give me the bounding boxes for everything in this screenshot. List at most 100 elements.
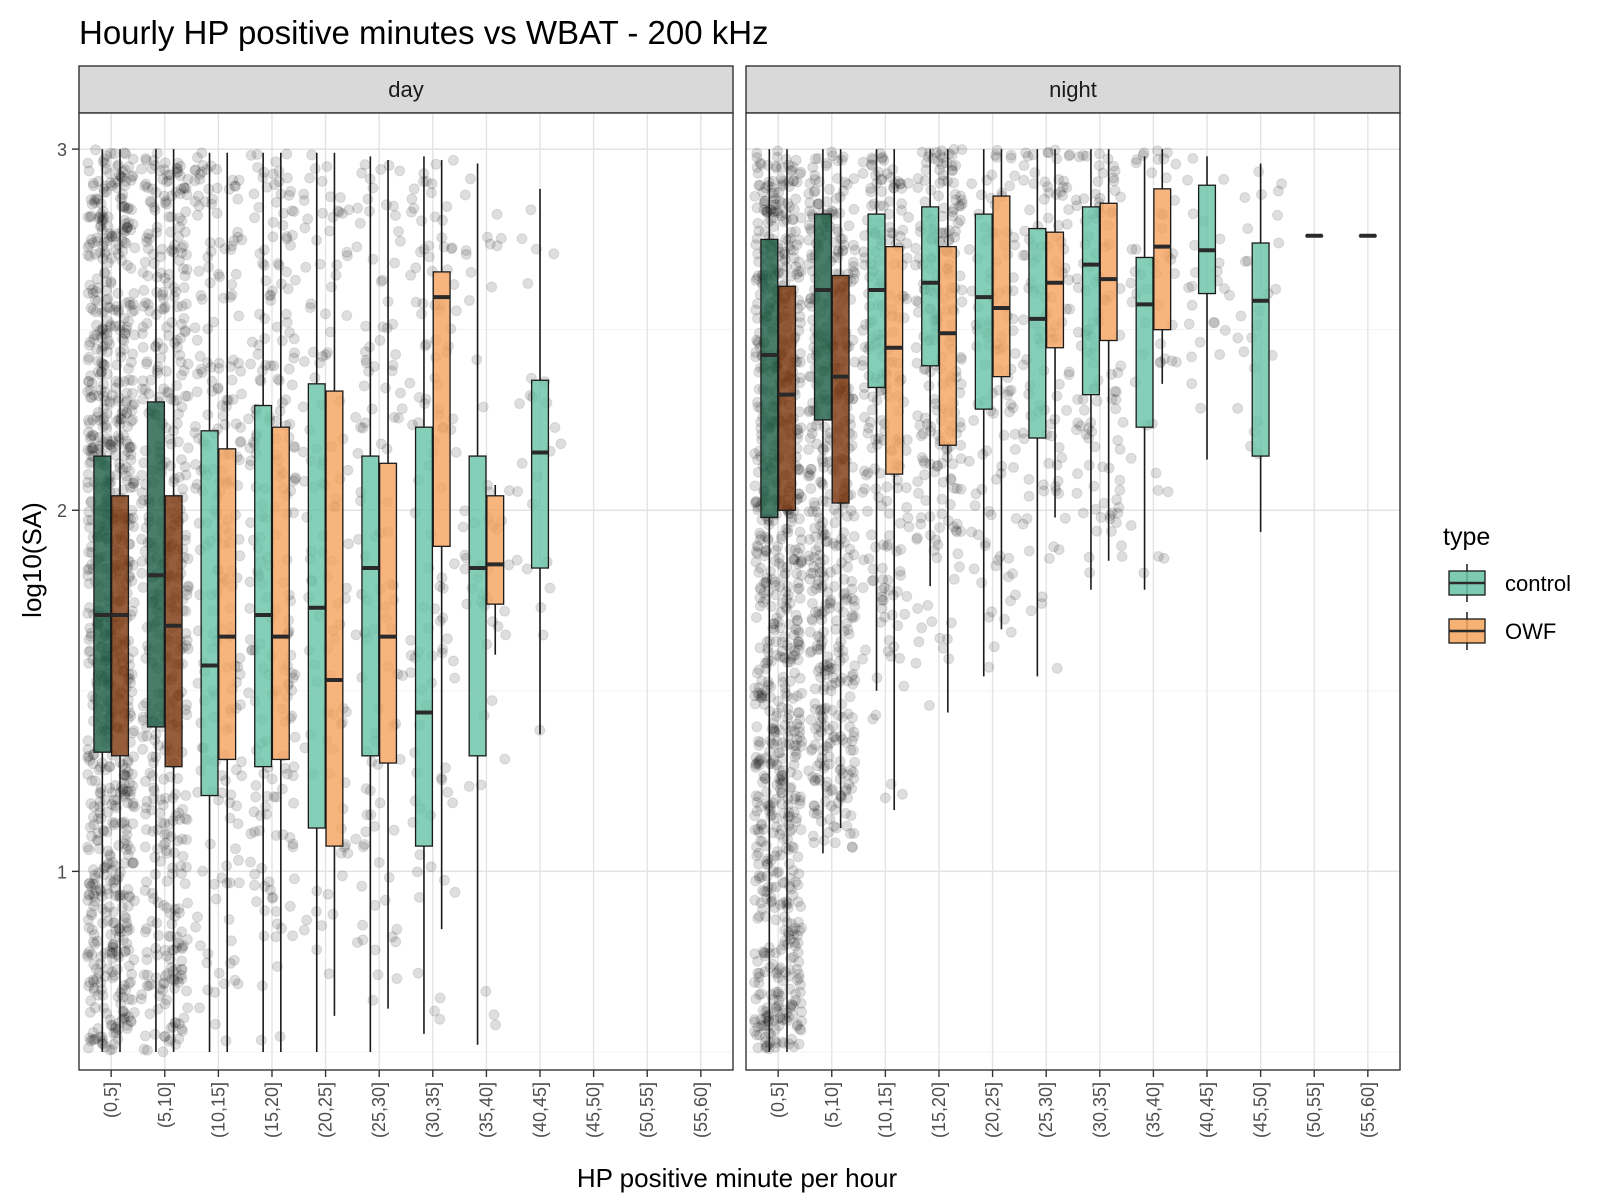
data-point <box>152 1003 164 1015</box>
data-point <box>124 465 136 477</box>
data-point <box>842 561 854 573</box>
data-point <box>369 899 381 911</box>
data-point <box>98 378 109 390</box>
data-point <box>297 401 309 413</box>
data-point <box>919 469 931 481</box>
data-point <box>766 655 777 667</box>
legend-entry-owf: OWF <box>1448 612 1556 650</box>
data-point <box>125 449 137 461</box>
data-point <box>121 387 133 399</box>
data-point <box>752 955 764 967</box>
data-point <box>175 860 187 872</box>
data-point <box>152 367 164 379</box>
data-point <box>129 242 141 254</box>
data-point <box>873 491 885 503</box>
data-point <box>887 227 899 239</box>
data-point <box>877 573 889 585</box>
data-point <box>113 890 125 902</box>
data-point <box>102 211 114 223</box>
data-point <box>1152 145 1164 157</box>
data-point <box>104 321 116 333</box>
data-point <box>772 972 784 984</box>
data-point <box>1098 497 1110 509</box>
data-point <box>1155 338 1166 350</box>
data-point <box>118 1005 129 1017</box>
data-point <box>811 808 823 820</box>
data-point <box>309 372 321 384</box>
data-point <box>166 317 178 328</box>
data-point <box>1094 148 1105 160</box>
data-point <box>412 967 424 979</box>
data-point <box>102 435 114 447</box>
data-point <box>123 217 135 228</box>
data-point <box>95 208 107 220</box>
data-point <box>779 631 790 643</box>
data-point <box>173 903 185 915</box>
data-point <box>1232 332 1244 344</box>
y-axis: 1 2 3 <box>57 140 79 882</box>
data-point <box>128 751 140 763</box>
data-point <box>836 698 848 710</box>
data-point <box>136 533 148 545</box>
data-point <box>1126 243 1138 255</box>
data-point <box>792 851 804 863</box>
data-point <box>209 1018 221 1030</box>
data-point <box>969 500 981 512</box>
data-point <box>791 769 803 781</box>
data-point <box>1061 404 1073 416</box>
x-tick-label: (25,30] <box>369 1082 389 1138</box>
data-point <box>486 281 498 293</box>
data-point <box>750 612 762 623</box>
data-point <box>108 794 120 806</box>
data-point <box>919 412 931 424</box>
data-point <box>127 218 139 230</box>
data-point <box>1125 452 1137 464</box>
x-tick-label: (45,50] <box>584 1082 604 1138</box>
data-point <box>246 336 258 348</box>
data-point <box>86 907 98 919</box>
x-axis-night: (0,5] (5,10] (10,15] (15,20] (20,25] (25,30] (… <box>768 1070 1378 1138</box>
x-tick-label: (30,35] <box>1090 1082 1110 1138</box>
data-point <box>176 318 187 330</box>
data-point <box>1056 452 1068 464</box>
data-point <box>1086 426 1098 438</box>
data-point <box>289 274 301 286</box>
data-point <box>107 856 119 868</box>
box-iqr <box>938 245 957 446</box>
data-point <box>1009 444 1021 455</box>
box-iqr <box>200 430 219 797</box>
data-point <box>770 1024 781 1036</box>
data-point <box>128 1007 140 1018</box>
data-point <box>316 175 328 187</box>
data-point <box>141 358 152 370</box>
data-point <box>449 672 461 684</box>
data-point <box>901 590 913 602</box>
data-point <box>104 782 116 794</box>
data-point <box>235 436 247 447</box>
data-point <box>83 376 95 387</box>
data-point <box>990 560 1002 572</box>
data-point <box>113 1017 125 1029</box>
data-point <box>477 401 489 413</box>
data-point <box>127 481 139 493</box>
data-point <box>381 443 393 455</box>
data-point <box>1272 185 1284 197</box>
data-point <box>142 270 154 282</box>
data-point <box>87 177 99 189</box>
data-point <box>181 249 192 261</box>
data-point <box>192 911 203 923</box>
data-point <box>795 317 807 329</box>
data-point <box>87 864 99 876</box>
data-point <box>124 789 136 801</box>
data-point <box>267 216 279 228</box>
data-point <box>1253 166 1265 178</box>
data-point <box>226 279 238 290</box>
data-point <box>140 154 152 166</box>
data-point <box>118 335 130 347</box>
data-point <box>107 917 119 929</box>
data-point <box>794 986 806 998</box>
data-point <box>88 801 100 813</box>
data-point <box>857 168 869 179</box>
data-point <box>1270 283 1282 295</box>
data-point <box>863 422 875 434</box>
